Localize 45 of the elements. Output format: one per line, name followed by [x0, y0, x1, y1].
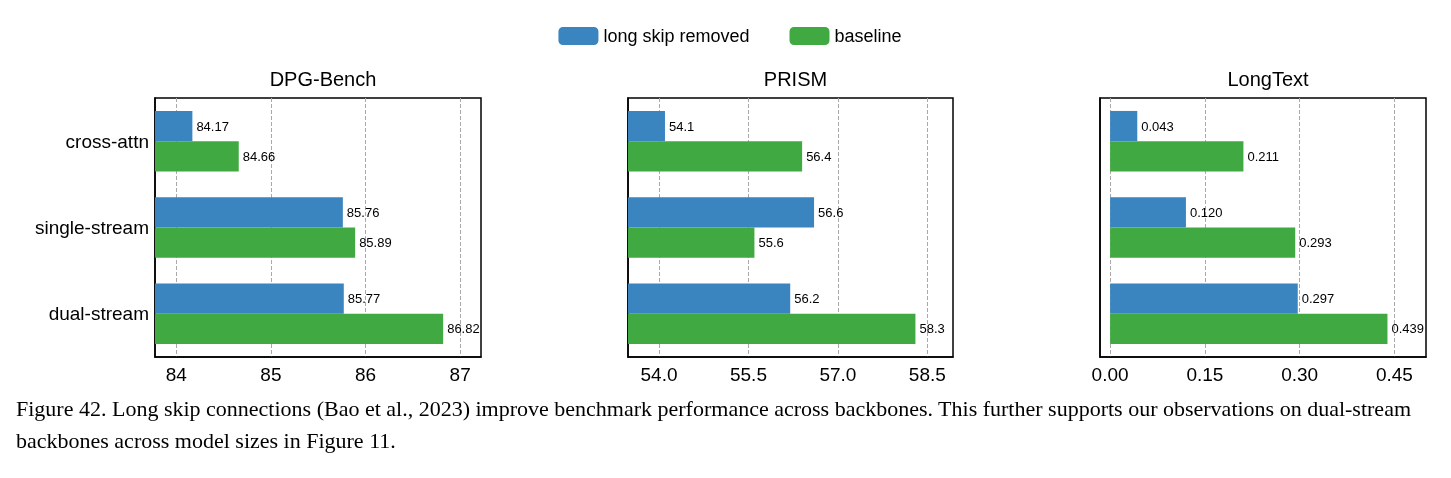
data-label: 56.6: [818, 204, 844, 220]
x-tick-label: 87: [449, 364, 471, 385]
x-tick-label: 55.5: [729, 364, 767, 385]
bar: [1110, 197, 1186, 228]
chart-title: LongText: [1227, 68, 1310, 90]
x-tick-label: 86: [354, 364, 377, 385]
x-tick-label: 0.15: [1186, 364, 1224, 385]
bar: [1110, 227, 1296, 258]
data-label: 84.17: [196, 118, 229, 134]
x-tick-label: 85: [260, 364, 282, 385]
data-label: 0.293: [1299, 235, 1332, 251]
data-label: 0.043: [1141, 118, 1174, 134]
x-tick-label: 58.5: [908, 364, 946, 385]
data-label: 55.6: [758, 235, 784, 251]
legend-label: baseline: [834, 26, 902, 46]
data-label: 85.77: [347, 291, 381, 307]
bar: [1110, 283, 1298, 314]
y-tick-label: dual-stream: [48, 303, 149, 325]
caption: Figure 42. Long skip connections (Bao et al., 2023) improve benchmark performance across backbones. This further supports our observations on dual-stream backbones across model sizes in Figure 11.: [16, 395, 1412, 455]
x-tick-label: 0.45: [1375, 364, 1413, 385]
data-label: 0.439: [1391, 321, 1425, 337]
data-label: 0.120: [1189, 204, 1223, 220]
data-label: 86.82: [447, 321, 480, 337]
bar: [1110, 141, 1244, 172]
x-tick-label: 54.0: [640, 364, 678, 385]
data-label: 84.66: [242, 148, 276, 164]
data-label: 0.211: [1247, 148, 1279, 164]
chart-title: PRISM: [763, 68, 828, 90]
data-label: 54.1: [668, 118, 695, 134]
y-tick-label: single-stream: [34, 217, 149, 238]
legend-label: long skip removed: [603, 26, 750, 46]
bar: [1110, 110, 1138, 142]
chart-title: DPG-Bench: [269, 68, 377, 90]
data-label: 85.76: [346, 204, 380, 220]
data-label: 58.3: [919, 321, 945, 337]
x-tick-label: 0.00: [1091, 364, 1129, 385]
data-label: 56.2: [794, 291, 820, 307]
x-tick-label: 84: [165, 364, 188, 385]
x-tick-label: 57.0: [819, 364, 857, 385]
y-tick-label: cross-attn: [65, 130, 149, 152]
data-label: 56.4: [806, 148, 832, 164]
data-label: 85.89: [359, 235, 392, 251]
data-label: 0.297: [1301, 291, 1335, 307]
x-tick-label: 0.30: [1281, 364, 1319, 385]
bar: [1110, 313, 1388, 345]
